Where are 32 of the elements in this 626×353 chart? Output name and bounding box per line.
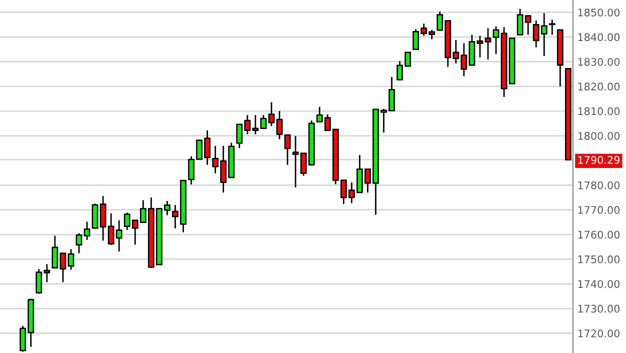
candlestick xyxy=(268,102,275,127)
y-tick-label: 1720.00 xyxy=(578,329,620,338)
candlestick xyxy=(292,135,299,188)
y-tick-label: 1740.00 xyxy=(578,280,620,288)
y-tick-label: 1770.00 xyxy=(578,206,620,214)
y-tick-label: 1760.00 xyxy=(578,230,620,239)
y-tick-label: 1780.00 xyxy=(578,181,620,190)
y-tick-label: 1820.00 xyxy=(578,82,620,91)
candlestick xyxy=(284,134,291,166)
candlestick xyxy=(468,34,476,66)
candlestick xyxy=(100,195,106,242)
candlestick xyxy=(260,114,267,130)
y-tick-label: 1800.00 xyxy=(578,132,620,140)
candlestick xyxy=(68,248,74,271)
y-tick-label: 1730.00 xyxy=(578,304,620,313)
candlestick xyxy=(76,232,82,254)
candlestick xyxy=(276,110,283,140)
candlestick xyxy=(84,220,90,241)
candlestick xyxy=(60,252,66,283)
y-tick-label: 1750.00 xyxy=(578,255,620,264)
y-tick-label: 1850.00 xyxy=(578,8,620,16)
candlestick xyxy=(476,35,484,58)
y-tick-label: 1790.29 xyxy=(578,156,620,164)
candlestick xyxy=(300,152,307,176)
candlestick xyxy=(484,27,492,60)
candlestick xyxy=(92,202,98,229)
y-tick-label: 1830.00 xyxy=(578,58,620,66)
y-tick-label: 1840.00 xyxy=(578,33,620,42)
candlestick xyxy=(548,19,556,36)
candlestick xyxy=(492,26,500,55)
y-tick-label: 1810.00 xyxy=(578,107,620,116)
candlestick xyxy=(52,235,58,269)
